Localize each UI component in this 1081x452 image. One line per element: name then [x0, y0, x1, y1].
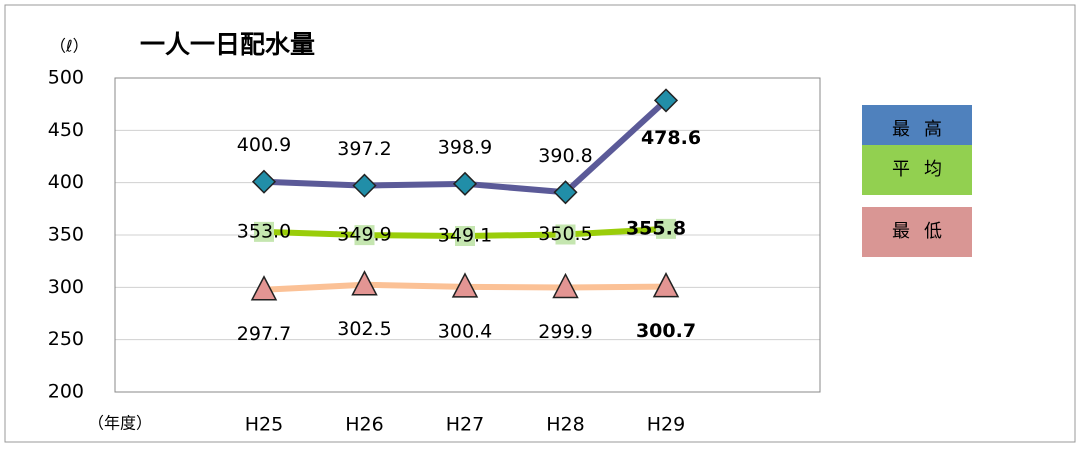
marker — [656, 218, 676, 239]
data-label: 355.8 — [626, 217, 686, 239]
plot-border — [114, 77, 821, 393]
x-tick-label: H25 — [245, 414, 283, 436]
marker — [352, 173, 377, 198]
data-label: 400.9 — [237, 134, 291, 156]
y-tick-label: 350 — [48, 224, 84, 246]
chart-title: 一人一日配水量 — [140, 30, 315, 59]
marker — [250, 275, 278, 301]
legend-swatch — [862, 145, 972, 195]
x-tick-label: H26 — [345, 414, 383, 436]
data-label: 349.9 — [337, 224, 391, 246]
y-tick-label: 300 — [48, 276, 84, 298]
marker — [354, 225, 375, 246]
y-axis-label: （ℓ） — [50, 37, 89, 56]
marker — [653, 88, 679, 113]
data-label: 478.6 — [641, 127, 701, 149]
data-label: 353.0 — [237, 220, 291, 242]
x-tick-label: H27 — [446, 414, 484, 436]
data-label: 349.1 — [438, 224, 492, 246]
x-tick-label: H29 — [647, 414, 685, 436]
legend-label: 最低 — [892, 221, 956, 242]
marker — [451, 272, 479, 298]
marker — [251, 169, 277, 194]
data-label: 299.9 — [538, 321, 592, 343]
legend-label: 平均 — [892, 159, 956, 180]
data-label: 302.5 — [337, 318, 391, 340]
legend-swatch — [862, 207, 972, 257]
y-tick-label: 400 — [48, 171, 84, 193]
data-label: 390.8 — [538, 145, 592, 167]
marker — [552, 272, 579, 299]
data-label: 297.7 — [237, 323, 291, 345]
y-tick-label: 250 — [48, 328, 84, 350]
marker — [652, 271, 680, 298]
marker — [553, 180, 578, 205]
legend-label: 最高 — [892, 119, 956, 140]
y-tick-label: 500 — [48, 67, 84, 89]
x-axis-label: （年度） — [88, 414, 152, 433]
y-tick-label: 450 — [48, 119, 84, 141]
marker — [455, 225, 475, 246]
x-tick-label: H28 — [546, 414, 584, 436]
data-label: 300.7 — [636, 320, 696, 342]
marker — [254, 221, 274, 242]
y-tick-label: 200 — [48, 381, 84, 403]
data-label: 397.2 — [337, 138, 391, 160]
data-label: 350.5 — [538, 223, 592, 245]
data-label: 398.9 — [438, 136, 492, 158]
marker — [452, 171, 478, 196]
data-label: 300.4 — [438, 320, 492, 342]
marker — [555, 224, 576, 245]
marker — [351, 270, 378, 296]
